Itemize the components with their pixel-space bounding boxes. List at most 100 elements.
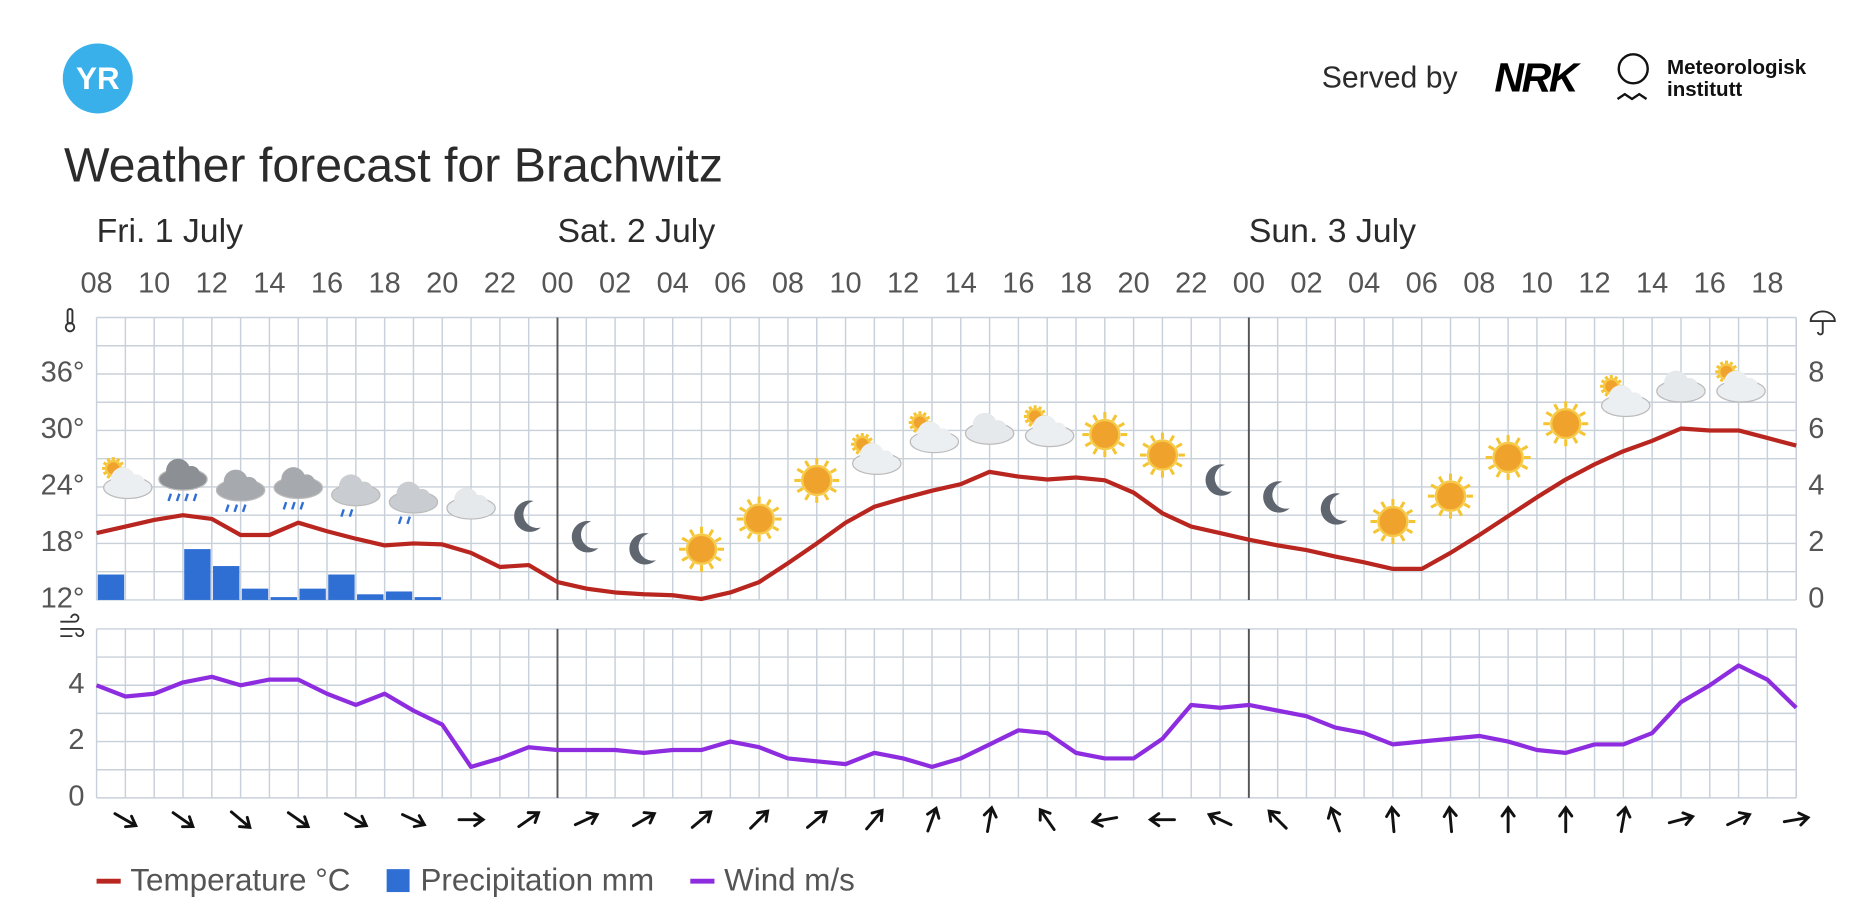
sun-ray (1604, 392, 1609, 397)
sun-ray (868, 437, 873, 442)
y2-tick-label: 6 (1808, 413, 1824, 445)
x-tick-label: 10 (138, 268, 170, 300)
sun-ray (1024, 419, 1029, 424)
sun-ray (1372, 508, 1380, 515)
sun-ray (855, 450, 860, 455)
sun-ray (765, 532, 772, 540)
precipitation-bar (414, 597, 442, 600)
wind-arrow (573, 811, 600, 827)
sun-ray (1716, 364, 1721, 370)
sun-ray (102, 461, 108, 466)
wind-arrow (229, 810, 252, 829)
sun-ray (912, 428, 918, 433)
nrk-logo[interactable]: NRK (1494, 55, 1584, 101)
sun-ray (1169, 434, 1175, 443)
weather-icon (102, 457, 153, 500)
weather-icon (679, 526, 724, 572)
temperature-line (96, 426, 1797, 602)
sun-ray (772, 525, 780, 532)
sun-ray (708, 562, 715, 570)
x-tick-label: 12 (1578, 268, 1610, 300)
weather-icon (1263, 481, 1290, 513)
x-tick-label: 00 (541, 268, 573, 300)
sun-ray (1149, 434, 1156, 443)
wind-arrow (982, 805, 998, 833)
x-tick-label: 08 (80, 268, 112, 300)
sun-ray (1399, 501, 1406, 509)
cloud (240, 476, 258, 494)
x-tick-label: 02 (599, 268, 631, 300)
met-logo-circle (1617, 53, 1649, 85)
sun (1377, 505, 1409, 538)
moon (1320, 493, 1348, 525)
wind-arrow (1667, 811, 1696, 826)
wind-arrow (1326, 805, 1342, 833)
moon (514, 500, 541, 532)
chart-title: Weather forecast for Brachwitz (64, 139, 723, 193)
wind-arrow (171, 811, 195, 829)
sun (801, 464, 833, 497)
weather-icon (1656, 370, 1706, 403)
sun-ray (746, 498, 753, 507)
rain-drop (282, 501, 288, 510)
moon (1205, 464, 1233, 496)
sun (1550, 408, 1582, 440)
sun-ray (1084, 422, 1092, 428)
x-tick-label: 04 (1348, 268, 1380, 300)
sun-ray (765, 498, 772, 507)
x-tick-label: 10 (829, 268, 861, 300)
rain-drop (167, 493, 173, 502)
y-tick-label: 24° (41, 470, 85, 502)
sun-ray (829, 467, 837, 474)
wind-arrow (1616, 805, 1632, 833)
served-by: Served by (1322, 62, 1459, 95)
precipitation-bar (97, 574, 125, 600)
precipitation-bar (184, 549, 211, 600)
wind-arrow (1038, 807, 1056, 831)
sun-ray (714, 536, 722, 543)
wind-arrow (1500, 805, 1516, 834)
sun-ray (1117, 441, 1126, 448)
met-logo[interactable]: Meteorologisk institutt (1616, 53, 1807, 101)
sun-ray (119, 461, 124, 466)
sun-ray (1521, 444, 1529, 451)
cloud (1740, 377, 1758, 395)
x-tick-label: 20 (426, 268, 458, 300)
x-tick-label: 18 (1060, 268, 1092, 300)
moon (571, 521, 599, 553)
sun (1492, 441, 1524, 474)
sun-ray (688, 562, 695, 570)
sun-ray (1617, 379, 1622, 384)
sun-ray (1463, 483, 1471, 490)
sun-ray (102, 471, 108, 476)
weather-icon (446, 487, 496, 520)
sun-ray (772, 506, 780, 513)
weather-icon (1715, 360, 1766, 403)
wind-arrow (926, 805, 941, 833)
y-tick-label: 18° (41, 526, 85, 558)
sun-ray (1719, 361, 1724, 366)
x-tick-label: 22 (484, 268, 516, 300)
sun-ray (714, 555, 722, 562)
sun-ray (115, 457, 121, 463)
wind-arrow (401, 813, 427, 829)
sun-ray (864, 433, 870, 439)
sun-ray (909, 415, 914, 420)
wind-arrow (457, 812, 486, 828)
rain-drop (233, 504, 239, 513)
weather-icon (1370, 499, 1416, 544)
day-label: Fri. 1 July (97, 212, 244, 250)
x-tick-label: 00 (1233, 268, 1265, 300)
sun-ray (738, 506, 747, 513)
yr-logo[interactable]: YR (62, 43, 133, 114)
y-tick-label: 2 (68, 724, 84, 756)
sun-ray (1380, 534, 1387, 542)
sun-ray (1405, 528, 1414, 535)
x-tick-label: 16 (1694, 268, 1726, 300)
y2-tick-label: 2 (1808, 526, 1824, 558)
sun-ray (1613, 375, 1619, 381)
weather-icon (1205, 464, 1233, 496)
sun-ray (1169, 468, 1175, 476)
sun-ray (106, 474, 111, 479)
